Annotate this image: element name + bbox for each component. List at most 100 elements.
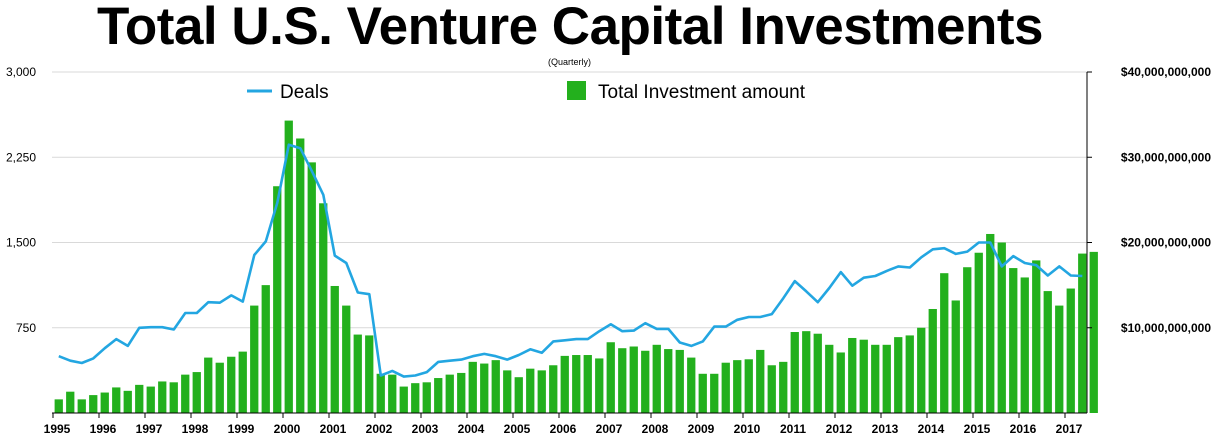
investment-bar bbox=[491, 360, 500, 413]
investment-bar bbox=[825, 344, 834, 413]
investment-bar bbox=[238, 351, 247, 413]
x-tick-label: 2011 bbox=[780, 422, 806, 436]
investment-bar bbox=[951, 300, 960, 413]
investment-bar bbox=[158, 381, 167, 413]
investment-bar bbox=[974, 252, 983, 413]
investment-bar bbox=[250, 305, 259, 413]
chart-title: Total U.S. Venture Capital Investments bbox=[96, 0, 1044, 56]
investment-bars bbox=[54, 120, 1098, 413]
x-tick-label: 2005 bbox=[504, 422, 531, 436]
investment-bar bbox=[1032, 260, 1041, 413]
investment-bar bbox=[618, 348, 627, 413]
investment-bar bbox=[123, 390, 132, 413]
x-tick-label: 2000 bbox=[274, 422, 301, 436]
investment-bar bbox=[698, 373, 707, 413]
right-axis-ticks: $40,000,000,000 $30,000,000,000 $20,000,00… bbox=[1087, 65, 1211, 335]
investment-bar bbox=[365, 335, 374, 413]
investment-bar bbox=[135, 384, 144, 413]
legend: Deals Total Investment amount bbox=[247, 81, 806, 103]
investment-bar bbox=[905, 335, 914, 413]
investment-bar bbox=[1020, 277, 1029, 413]
investment-bar bbox=[77, 399, 86, 413]
x-tick-label: 2001 bbox=[320, 422, 347, 436]
investment-bar bbox=[802, 331, 811, 413]
x-tick-label: 1999 bbox=[228, 422, 255, 436]
x-tick-label: 2014 bbox=[918, 422, 945, 436]
y-left-tick-label: 2,250 bbox=[6, 150, 36, 164]
legend-investment-swatch bbox=[567, 81, 586, 100]
x-tick-label: 2015 bbox=[964, 422, 991, 436]
investment-bar bbox=[192, 372, 201, 413]
x-tick-label: 2007 bbox=[596, 422, 623, 436]
investment-bar bbox=[422, 382, 431, 413]
investment-bar bbox=[721, 362, 730, 413]
investment-bar bbox=[215, 362, 224, 413]
y-right-tick-label: $10,000,000,000 bbox=[1121, 321, 1211, 335]
investment-bar bbox=[894, 337, 903, 413]
investment-bar bbox=[514, 377, 523, 413]
gridlines bbox=[52, 71, 1087, 329]
investment-bar bbox=[66, 391, 75, 413]
investment-bar bbox=[790, 332, 799, 413]
investment-bar bbox=[813, 333, 822, 413]
x-tick-label: 2013 bbox=[872, 422, 899, 436]
y-right-tick-label: $30,000,000,000 bbox=[1121, 150, 1211, 164]
investment-bar bbox=[181, 374, 190, 413]
investment-bar bbox=[112, 387, 121, 413]
investment-bar bbox=[779, 361, 788, 413]
investment-bar bbox=[319, 203, 328, 413]
x-tick-label: 2010 bbox=[734, 422, 761, 436]
investment-bar bbox=[1043, 291, 1052, 413]
investment-bar bbox=[549, 365, 558, 413]
investment-bar bbox=[468, 361, 477, 413]
investment-bar bbox=[756, 349, 765, 413]
x-tick-label: 2003 bbox=[412, 422, 439, 436]
investment-bar bbox=[434, 378, 443, 413]
investment-bar bbox=[606, 342, 615, 413]
y-right-tick-label: $40,000,000,000 bbox=[1121, 65, 1211, 79]
investment-bar bbox=[330, 285, 339, 413]
investment-bar bbox=[928, 308, 937, 413]
chart-subtitle: (Quarterly) bbox=[548, 57, 592, 67]
investment-bar bbox=[100, 392, 109, 413]
investment-bar bbox=[296, 138, 305, 413]
investment-bar bbox=[537, 370, 546, 413]
investment-bar bbox=[342, 305, 351, 413]
investment-bar bbox=[146, 386, 155, 413]
investment-bar bbox=[89, 395, 98, 413]
x-tick-label: 2008 bbox=[642, 422, 669, 436]
investment-bar bbox=[675, 349, 684, 413]
x-tick-label: 2017 bbox=[1056, 422, 1083, 436]
investment-bar bbox=[767, 365, 776, 413]
x-tick-label: 2009 bbox=[688, 422, 715, 436]
investment-bar bbox=[652, 344, 661, 413]
investment-bar bbox=[204, 357, 213, 413]
investment-bar bbox=[664, 349, 673, 413]
investment-bar bbox=[595, 358, 604, 413]
x-tick-label: 2012 bbox=[826, 422, 853, 436]
investment-bar bbox=[583, 355, 592, 413]
investment-bar bbox=[882, 344, 891, 413]
x-axis-ticks: 1995 1996 1997 1998 1999 2000 2001 2002 2003 2004… bbox=[44, 413, 1083, 436]
legend-deals-label: Deals bbox=[280, 82, 329, 103]
x-tick-label: 1998 bbox=[182, 422, 209, 436]
investment-bar bbox=[399, 386, 408, 413]
investment-bar bbox=[480, 363, 489, 413]
legend-investment-label: Total Investment amount bbox=[598, 82, 806, 103]
investment-bar bbox=[376, 373, 385, 413]
investment-bar bbox=[986, 233, 995, 413]
investment-bar bbox=[1066, 288, 1075, 413]
investment-bar bbox=[710, 373, 719, 413]
x-tick-label: 1997 bbox=[136, 422, 163, 436]
investment-bar bbox=[1078, 253, 1087, 413]
investment-bar bbox=[1009, 268, 1018, 413]
investment-bar bbox=[284, 120, 293, 413]
investment-bar bbox=[917, 327, 926, 413]
investment-bar bbox=[848, 337, 857, 413]
investment-bar bbox=[388, 374, 397, 413]
investment-bar bbox=[560, 355, 569, 413]
deals-line bbox=[58, 143, 1083, 378]
investment-bar bbox=[273, 186, 282, 413]
investment-bar bbox=[1089, 251, 1098, 413]
investment-bar bbox=[411, 383, 420, 413]
